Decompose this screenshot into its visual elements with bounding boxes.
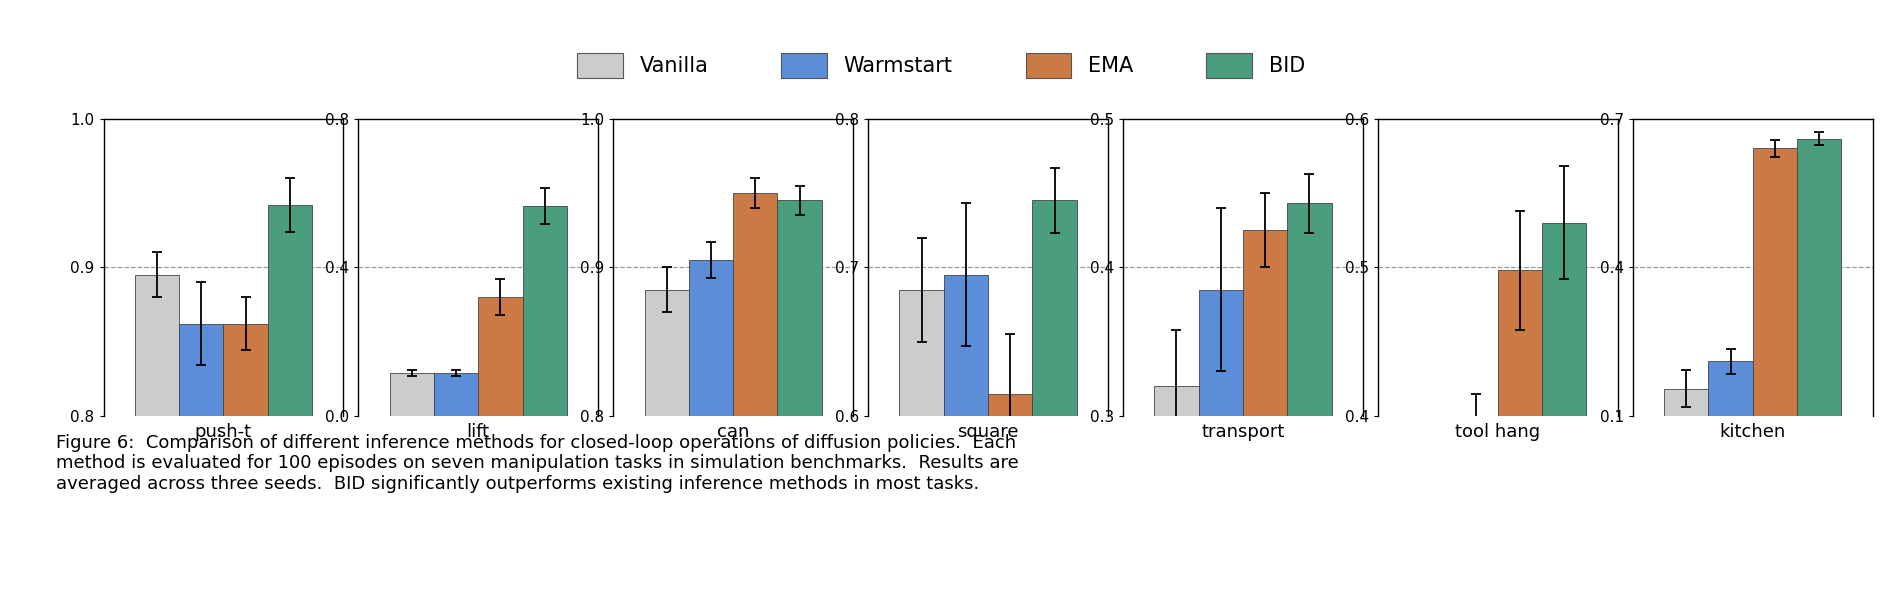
Bar	[1410, 416, 1453, 483]
Bar	[435, 373, 478, 416]
Bar	[390, 373, 435, 416]
Bar	[1752, 148, 1797, 416]
Bar	[179, 324, 224, 416]
Bar	[478, 297, 523, 416]
Legend: Vanilla, Warmstart, EMA, BID: Vanilla, Warmstart, EMA, BID	[578, 53, 1304, 78]
Bar	[1154, 386, 1199, 416]
X-axis label: tool hang: tool hang	[1455, 423, 1539, 441]
Text: Figure 6:  Comparison of different inference methods for closed-loop operations : Figure 6: Comparison of different infere…	[56, 434, 1020, 493]
Bar	[1453, 416, 1498, 475]
Bar	[136, 274, 179, 416]
Bar	[1199, 290, 1242, 416]
Bar	[689, 260, 734, 416]
X-axis label: transport: transport	[1201, 423, 1285, 441]
Bar	[1664, 388, 1709, 416]
Bar	[988, 393, 1033, 416]
Bar	[734, 193, 777, 416]
X-axis label: kitchen: kitchen	[1720, 423, 1786, 441]
Bar	[1033, 200, 1077, 416]
X-axis label: square: square	[958, 423, 1018, 441]
X-axis label: push-t: push-t	[196, 423, 252, 441]
X-axis label: can: can	[717, 423, 749, 441]
Bar	[1797, 138, 1841, 416]
Bar	[1242, 230, 1287, 416]
Bar	[943, 274, 988, 416]
Bar	[523, 206, 566, 416]
Bar	[1498, 270, 1541, 416]
Bar	[777, 201, 822, 416]
Bar	[224, 324, 267, 416]
X-axis label: lift: lift	[467, 423, 489, 441]
Bar	[900, 289, 943, 416]
Bar	[1541, 223, 1587, 416]
Bar	[267, 205, 312, 416]
Bar	[644, 290, 689, 416]
Bar	[1709, 361, 1752, 416]
Bar	[1287, 204, 1332, 416]
